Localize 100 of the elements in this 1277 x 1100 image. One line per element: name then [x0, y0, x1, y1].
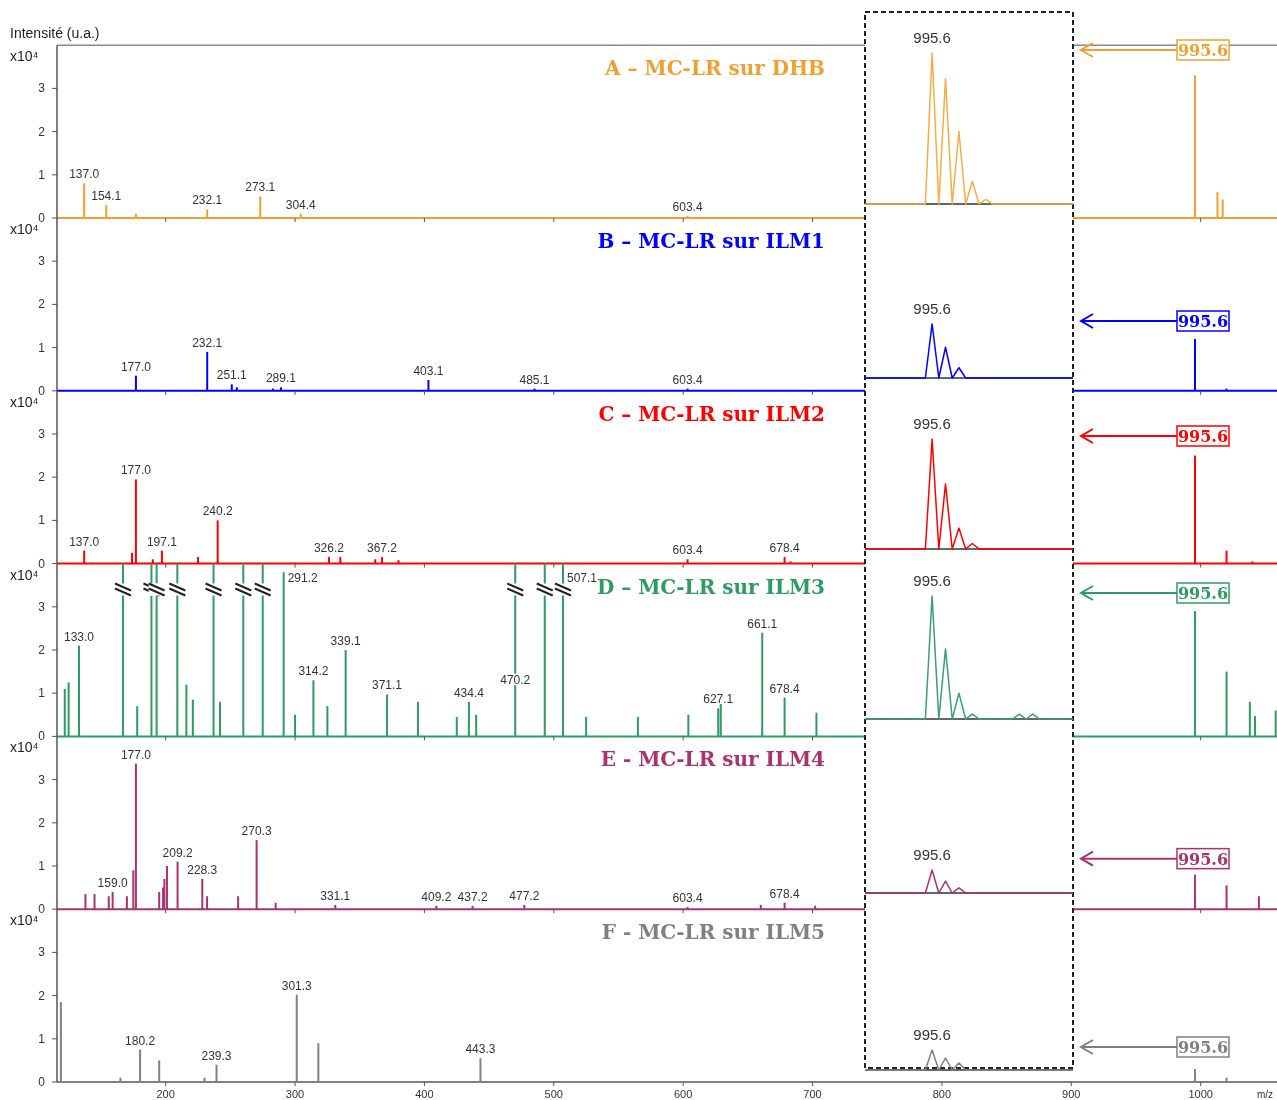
x-tick-label: 900	[1062, 1088, 1081, 1100]
y-tick-label: 2	[38, 988, 46, 1003]
annotation: 273.1	[245, 180, 276, 195]
annotation: 995.6	[913, 300, 951, 317]
y-tick-label: 1	[38, 686, 46, 701]
annotation: 995.6	[1177, 849, 1229, 869]
x-tick-label: 1000	[1188, 1088, 1213, 1100]
annotation: 995.6	[913, 572, 951, 589]
annotation: 326.2	[313, 541, 345, 556]
annotation: 437.2	[457, 889, 488, 904]
annotation: 177.0	[120, 747, 152, 762]
y-tick-label: 0	[38, 211, 46, 225]
annotation: 995.6	[1177, 312, 1229, 331]
y-tick-label: 3	[38, 81, 46, 96]
annotation: 661.1	[747, 616, 778, 631]
x-tick-label: 400	[415, 1088, 434, 1100]
y-tick-label: 0	[38, 729, 46, 744]
y-tick-label: 1	[38, 859, 46, 873]
annotation: 291.2	[287, 571, 319, 586]
annotation: 627.1	[703, 692, 734, 707]
x-tick-label: 600	[673, 1088, 693, 1100]
annotation: 477.2	[509, 888, 540, 903]
annotation: 239.3	[201, 1048, 232, 1063]
annotation: 251.1	[216, 368, 248, 383]
annotation: 995.6	[913, 29, 951, 46]
annotation: 331.1	[320, 888, 351, 903]
y-tick-label: 2	[38, 124, 46, 139]
y-tick-label: 0	[38, 556, 46, 571]
y-tick-label: 2	[38, 815, 46, 830]
annotation: 995.6	[913, 415, 951, 432]
y-tick-label: 2	[38, 297, 46, 312]
annotation: 177.0	[120, 359, 152, 374]
annotation: 209.2	[162, 845, 193, 860]
x-tick-label: 700	[803, 1088, 822, 1100]
y-axis-title: Intensité (u.a.)	[10, 25, 100, 42]
annotation: 301.3	[281, 978, 313, 993]
annotation: 678.4	[769, 541, 800, 556]
annotation: 485.1	[519, 372, 550, 387]
text: x10⁴	[10, 221, 39, 237]
x-tick-label: 500	[544, 1088, 563, 1100]
annotation: 995.6	[1177, 584, 1229, 603]
text: D – MC-LR sur ILM3	[596, 574, 825, 599]
text: A – MC-LR sur DHB	[604, 56, 825, 81]
annotation: 995.6	[1177, 41, 1229, 60]
annotation: 995.6	[1177, 427, 1229, 446]
y-tick-label: 3	[38, 599, 46, 614]
text: C – MC-LR sur ILM2	[598, 401, 825, 426]
x-tick-label: 300	[285, 1088, 305, 1100]
annotation: 678.4	[769, 681, 800, 696]
text: x10⁴	[10, 739, 39, 756]
annotation: 409.2	[421, 889, 452, 904]
annotation: 339.1	[330, 634, 361, 648]
y-tick-label: 1	[38, 167, 46, 182]
annotation: 314.2	[298, 664, 329, 679]
annotation: 678.4	[769, 886, 800, 901]
annotation: 507.1	[566, 571, 598, 586]
annotation: 443.3	[465, 1042, 496, 1057]
annotation: 371.1	[372, 678, 403, 693]
y-tick-label: 2	[38, 470, 46, 485]
annotation: 995.6	[1177, 1038, 1229, 1057]
annotation: 603.4	[672, 199, 703, 214]
annotation: 197.1	[146, 534, 178, 549]
annotation: 232.1	[192, 193, 223, 208]
annotation: 232.1	[192, 335, 223, 350]
y-tick-label: 1	[38, 513, 46, 528]
y-tick-label: 0	[38, 902, 46, 917]
annotation: 228.3	[187, 862, 218, 877]
annotation: 289.1	[265, 371, 297, 386]
annotation: 180.2	[125, 1033, 156, 1048]
annotation: 603.4	[672, 372, 703, 387]
annotation: 367.2	[366, 541, 398, 556]
text: x10⁴	[10, 393, 39, 410]
annotation: 240.2	[202, 504, 234, 519]
annotation: 434.4	[453, 685, 485, 700]
annotation: 603.4	[672, 543, 703, 558]
y-tick-label: 3	[38, 945, 46, 960]
x-tick-label: 200	[156, 1088, 175, 1100]
text: x10⁴	[10, 912, 39, 929]
text: x10⁴	[10, 566, 39, 583]
annotation: 133.0	[63, 629, 95, 644]
y-tick-label: 2	[38, 643, 46, 657]
text: B – MC-LR sur ILM1	[597, 229, 825, 253]
annotation: 154.1	[91, 189, 122, 204]
text: x10⁴	[10, 48, 39, 65]
annotation: 177.0	[120, 463, 152, 478]
y-tick-label: 1	[38, 340, 46, 355]
annotation: 137.0	[69, 167, 100, 182]
y-tick-label: 0	[38, 383, 46, 398]
annotation: 270.3	[241, 824, 272, 839]
annotation: 995.6	[913, 846, 951, 863]
x-axis-title: m/z	[1256, 1089, 1273, 1100]
x-tick-label: 800	[932, 1088, 952, 1100]
annotation: 603.4	[672, 891, 703, 906]
annotation: 137.0	[69, 534, 100, 549]
annotation: 403.1	[413, 364, 444, 378]
y-tick-label: 1	[38, 1031, 46, 1046]
y-tick-label: 3	[38, 427, 46, 441]
text: F - MC-LR sur ILM5	[601, 920, 825, 945]
y-tick-label: 3	[38, 772, 46, 787]
y-tick-label: 0	[38, 1075, 46, 1089]
